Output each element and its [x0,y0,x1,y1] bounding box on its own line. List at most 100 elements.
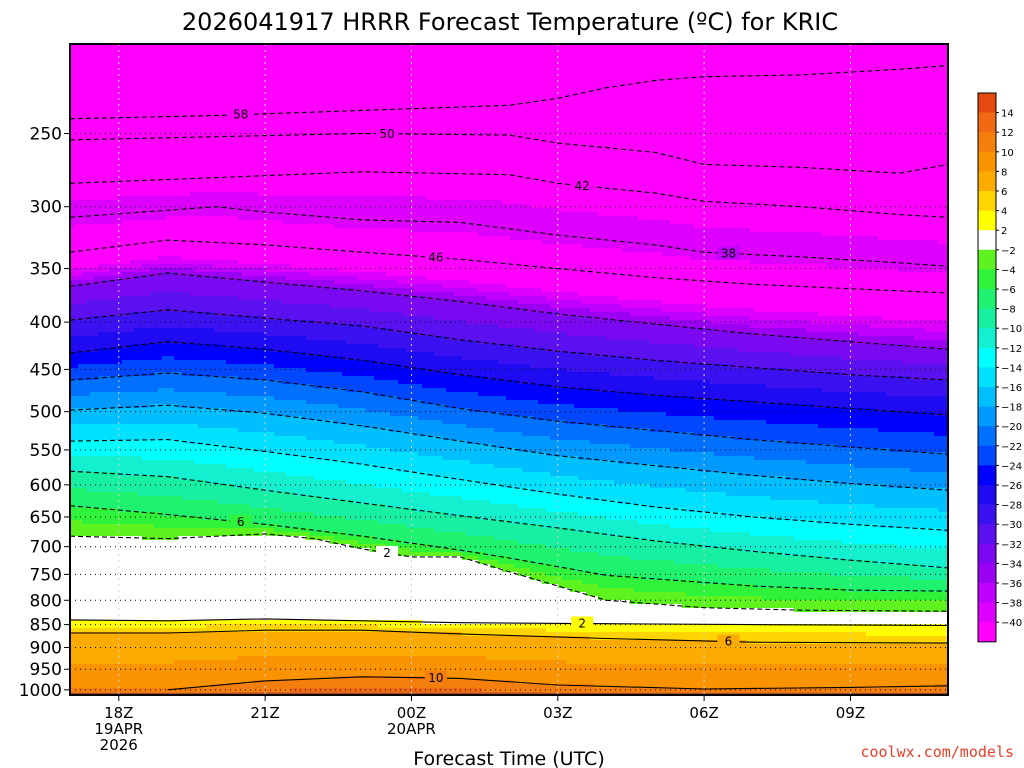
field-cell [374,540,379,545]
field-cell [678,592,683,605]
field-cell [410,688,415,695]
field-cell [526,328,531,349]
field-cell [78,44,83,201]
field-cell [630,252,635,301]
field-cell [726,44,731,229]
field-cell [106,408,111,425]
field-cell [230,660,235,685]
field-cell [706,416,711,437]
field-cell [406,196,411,229]
field-cell [90,380,95,393]
field-cell [482,560,487,565]
field-cell [102,536,107,621]
field-cell [190,344,195,361]
field-cell [110,364,115,377]
field-cell [678,640,683,665]
field-cell [638,664,643,689]
field-cell [114,264,119,269]
field-cell [750,552,755,569]
field-cell [586,408,591,425]
field-cell [330,288,335,309]
field-cell [322,500,327,517]
field-cell [406,556,411,621]
field-cell [446,552,451,557]
field-cell [106,224,111,265]
field-cell [130,392,135,409]
field-cell [218,192,223,217]
chart-title: 2026041917 HRRR Forecast Temperature (ºC… [182,8,838,36]
field-cell [154,268,159,277]
field-cell [410,432,415,453]
field-cell [734,456,739,473]
field-cell [558,636,563,661]
field-cell [698,44,703,229]
field-cell [642,360,647,377]
field-cell [750,632,755,645]
field-cell [702,416,707,437]
field-cell [554,528,559,549]
field-cell [354,284,359,293]
field-cell [670,640,675,665]
field-cell [502,520,507,541]
field-cell [122,220,127,265]
field-cell [514,44,519,205]
field-cell [234,620,239,625]
field-cell [450,632,455,657]
field-cell [550,564,555,577]
field-cell [170,372,175,389]
field-cell [218,260,223,269]
field-cell [70,268,75,277]
field-cell [126,360,131,377]
field-cell [494,360,499,381]
field-cell [302,268,307,273]
field-cell [598,600,603,625]
field-cell [394,276,399,281]
field-cell [546,632,551,637]
field-cell [770,312,775,321]
field-cell [266,284,271,301]
field-cell [550,300,555,309]
field-cell [754,516,759,537]
field-cell [598,500,603,517]
field-cell [678,624,683,633]
field-cell [222,504,227,521]
field-cell [154,476,159,497]
field-cell [98,688,103,695]
field-cell [298,624,303,633]
field-cell [762,232,767,265]
field-cell [738,420,743,441]
field-cell [70,488,75,505]
field-cell [374,364,379,381]
field-cell [250,468,255,489]
field-cell [350,500,355,521]
field-cell [314,372,319,389]
field-cell [498,628,503,637]
field-cell [754,536,759,553]
field-cell [314,656,319,681]
field-cell [406,400,411,417]
field-cell [590,632,595,641]
field-cell [574,424,579,441]
field-cell [342,620,347,625]
field-cell [218,504,223,521]
field-cell [94,392,99,409]
field-cell [370,464,375,485]
field-cell [394,312,399,333]
field-cell [290,368,295,385]
field-cell [442,356,447,373]
field-cell [714,436,719,457]
field-cell [526,288,531,297]
field-cell [70,336,75,353]
field-cell [546,404,551,421]
field-cell [114,376,119,393]
field-cell [670,380,675,397]
field-cell [250,364,255,381]
field-cell [622,444,627,465]
field-cell [350,520,355,537]
field-cell [706,320,711,329]
field-cell [342,544,347,621]
field-cell [390,540,395,549]
field-cell [326,404,331,421]
field-cell [606,536,611,557]
field-cell [598,576,603,589]
